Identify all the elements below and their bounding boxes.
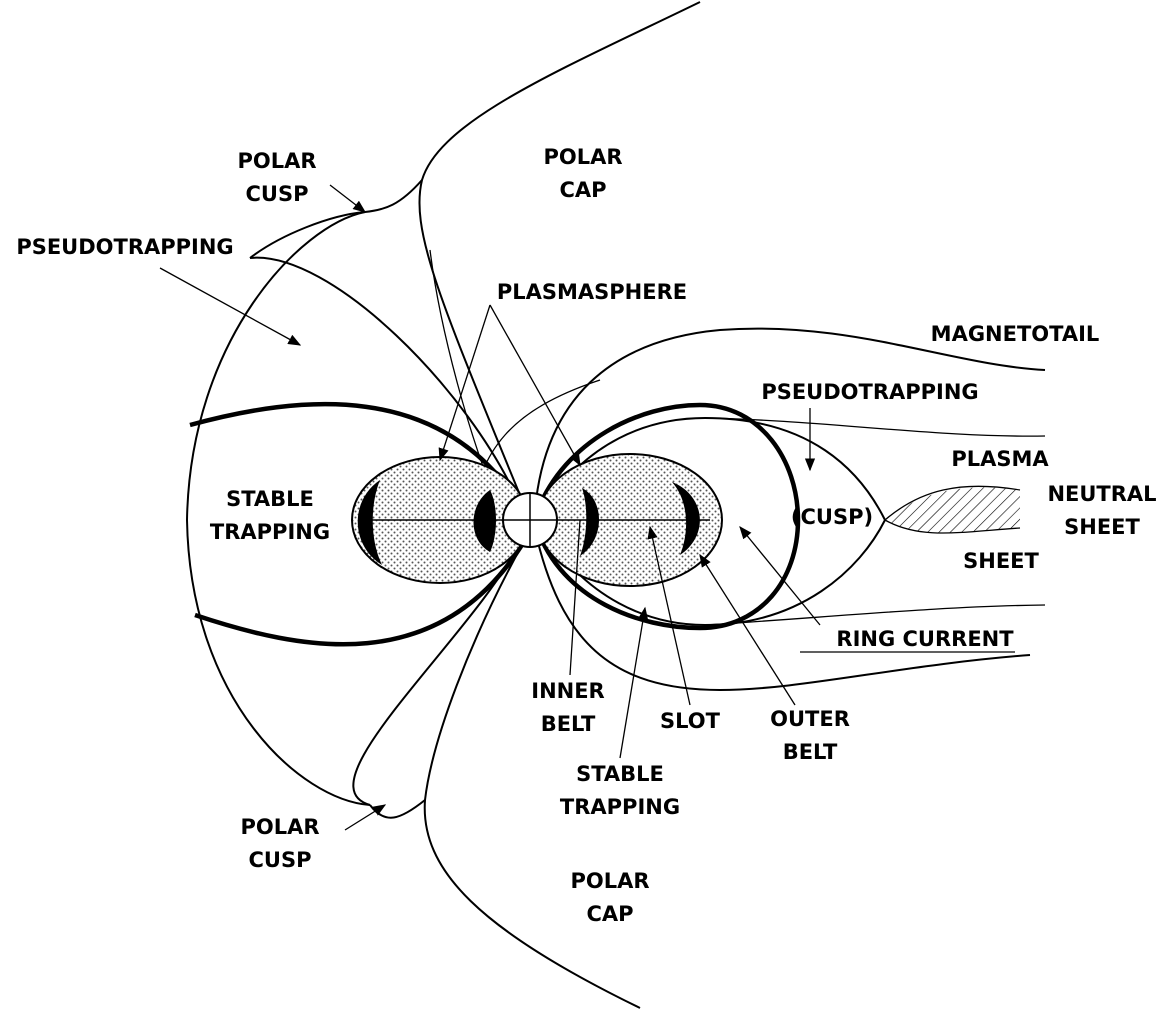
region-label: RING CURRENT [836,627,1014,651]
region-label: POLAR [543,145,622,169]
region-label: CAP [586,902,633,926]
region-label: PLASMA [951,447,1049,471]
region-label: POLAR [570,869,649,893]
region-label: POLAR [237,149,316,173]
region-label: PLASMASPHERE [497,280,687,304]
region-label: OUTER [770,707,850,731]
region-label: PSEUDOTRAPPING [16,235,233,259]
region-label: TRAPPING [560,795,680,819]
region-label: SLOT [660,709,721,733]
region-label: PSEUDOTRAPPING [761,380,978,404]
region-label: BELT [541,712,596,736]
region-label: CUSP [249,848,312,872]
region-label: SHEET [963,549,1039,573]
magnetosphere-diagram: POLAR CUSP POLAR CAP PSEUDOTRAPPING PLASMASPH… [0,0,1163,1010]
region-label: SHEET [1064,515,1140,539]
region-label: INNER [531,679,604,703]
region-label: BELT [783,740,838,764]
region-label: (CUSP) [791,505,873,529]
region-label: STABLE [576,762,664,786]
plasmasphere [352,454,722,586]
region-label: POLAR [240,815,319,839]
region-label: CUSP [246,182,309,206]
region-label: STABLE [226,487,314,511]
region-label: MAGNETOTAIL [931,322,1100,346]
region-label: TRAPPING [210,520,330,544]
region-label: CAP [559,178,606,202]
region-label: NEUTRAL [1047,482,1156,506]
